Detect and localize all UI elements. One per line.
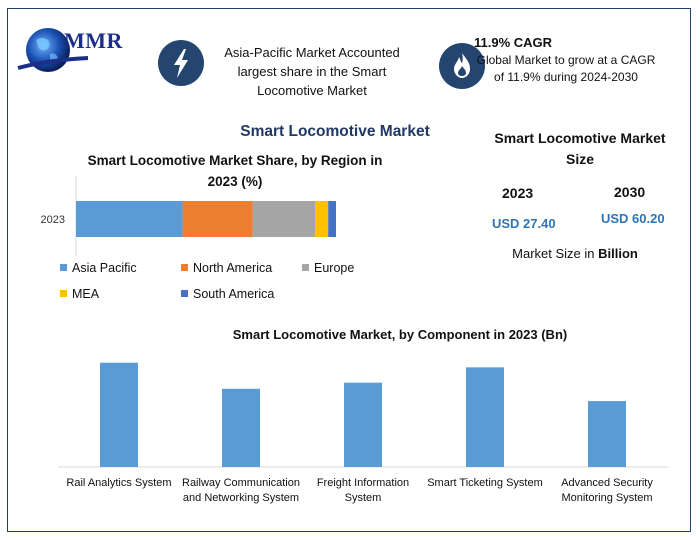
share-category-label: 2023 (41, 214, 65, 226)
legend-north-america: North America (181, 261, 272, 275)
component-bar (344, 382, 382, 467)
flame-icon (439, 43, 485, 89)
legend-swatch (181, 290, 188, 297)
lightning-icon (158, 40, 204, 86)
share-bar-segment (315, 201, 329, 237)
main-title: Smart Locomotive Market (240, 123, 430, 140)
component-category-label: Advanced Security Monitoring System (561, 477, 653, 504)
brand-name: MMR (64, 28, 123, 53)
cagr-body: Global Market to grow at a CAGR of 11.9%… (476, 53, 656, 84)
chart-frame (7, 8, 691, 532)
component-category-label: Smart Ticketing System (427, 477, 543, 489)
share-chart-title: Smart Locomotive Market Share, by Region… (87, 153, 383, 189)
year-2030: 2030 (614, 184, 646, 200)
component-category-label: Rail Analytics System (66, 477, 172, 489)
legend-swatch (181, 264, 188, 271)
share-bar-segment (252, 201, 316, 237)
legend-europe: Europe (302, 261, 354, 275)
mmr-logo (17, 28, 89, 72)
component-bar (222, 388, 260, 467)
legend-south-america: South America (181, 287, 274, 301)
legend-swatch (60, 290, 67, 297)
year-2023: 2023 (502, 185, 534, 201)
share-bar-segment (182, 201, 253, 237)
share-bar-segment (76, 201, 183, 237)
legend-swatch (302, 264, 309, 271)
value-2023: USD 27.40 (492, 216, 556, 231)
legend-swatch (60, 264, 67, 271)
legend-mea: MEA (60, 287, 99, 301)
market-size-title: Smart Locomotive Market Size (494, 130, 666, 167)
component-bar (100, 362, 138, 467)
component-chart-title: Smart Locomotive Market, by Component in… (232, 327, 568, 342)
component-bar (466, 367, 504, 467)
component-category-label: Freight Information System (316, 477, 410, 504)
share-bar-segment (328, 201, 336, 237)
legend-asia-pacific: Asia Pacific (60, 261, 137, 275)
value-2030: USD 60.20 (601, 211, 665, 226)
component-bar (588, 401, 626, 467)
region-note: Asia-Pacific Market Accounted largest sh… (224, 45, 400, 98)
cagr-title: 11.9% CAGR (474, 35, 553, 50)
unit-label: Market Size in Billion (512, 246, 638, 261)
component-category-label: Railway Communication and Networking Sys… (182, 477, 300, 504)
